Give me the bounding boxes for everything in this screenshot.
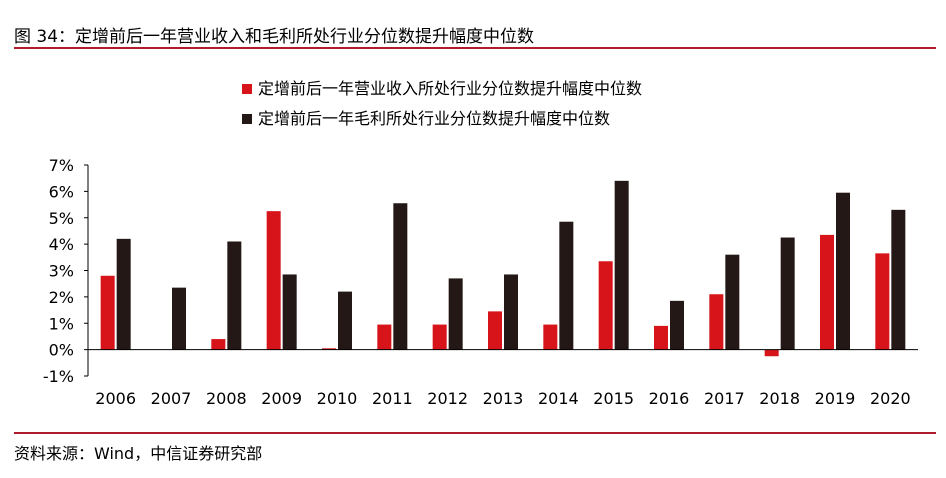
gross-profit-bar-2012 [448,278,463,350]
revenue-bar-2016 [654,325,668,350]
x-tick-label: 2006 [95,389,136,408]
y-tick-label: 6% [49,182,74,201]
gross-profit-bar-2007 [172,287,186,350]
figure-title: 图 34：定增前后一年营业收入和毛利所处行业分位数提升幅度中位数 [14,27,535,47]
gross-profit-bar-2016 [670,300,684,350]
x-tick-label: 2013 [483,389,524,408]
x-tick-label: 2008 [206,389,247,408]
revenue-bar-2006 [100,275,115,350]
bars [100,180,906,357]
revenue-bar-2008 [211,339,226,350]
legend-swatch [242,84,252,94]
y-tick-label: -1% [43,367,74,386]
gross-profit-bar-2006 [116,238,131,350]
x-tick-label: 2017 [704,389,745,408]
x-tick-label: 2019 [815,389,856,408]
revenue-bar-2012 [432,324,447,350]
revenue-bar-2014 [543,324,558,350]
y-axis: -1% 0% 1% 2% 3% 4% 5% 6% 7% [43,156,89,386]
x-tick-label: 2015 [593,389,634,408]
revenue-bar-2015 [598,261,613,350]
x-tick-label: 2020 [870,389,911,408]
bar-chart: 定增前后一年营业收入所处行业分位数提升幅度中位数定增前后一年毛利所处行业分位数提… [43,79,918,408]
y-tick-label: 3% [49,262,74,281]
revenue-bar-2013 [488,311,502,350]
x-tick-label: 2009 [261,389,302,408]
legend-swatch [242,114,252,124]
y-tick-label: 2% [49,288,74,307]
title-rule [14,47,936,49]
y-tick-label: 0% [49,341,74,360]
revenue-bar-2009 [266,211,281,350]
x-axis: 2006 2007 2008 2009 2010 2011 2012 2013 2014 2015… [88,349,918,408]
source-rule [14,432,936,434]
gross-profit-bar-2008 [227,241,242,350]
gross-profit-bar-2014 [559,221,574,350]
x-tick-label: 2018 [759,389,800,408]
revenue-bar-2011 [377,324,392,350]
gross-profit-bar-2018 [780,237,795,350]
revenue-bar-2010 [322,348,336,350]
legend-label: 定增前后一年营业收入所处行业分位数提升幅度中位数 [258,79,642,98]
gross-profit-bar-2017 [725,254,740,350]
gross-profit-bar-2011 [393,203,408,350]
y-tick-label: 4% [49,235,74,254]
x-tick-label: 2011 [372,389,413,408]
revenue-bar-2019 [820,234,834,350]
revenue-bar-2017 [709,294,724,350]
gross-profit-bar-2019 [836,192,850,350]
source-note: 资料来源：Wind，中信证券研究部 [14,444,263,463]
chart-legend: 定增前后一年营业收入所处行业分位数提升幅度中位数定增前后一年毛利所处行业分位数提… [242,79,642,128]
x-tick-label: 2014 [538,389,579,408]
x-tick-label: 2010 [317,389,358,408]
legend-label: 定增前后一年毛利所处行业分位数提升幅度中位数 [258,109,610,128]
y-tick-label: 7% [49,156,74,175]
y-tick-label: 1% [49,314,74,333]
x-tick-label: 2016 [649,389,690,408]
gross-profit-bar-2010 [338,291,352,350]
gross-profit-bar-2015 [614,180,629,350]
x-tick-label: 2012 [427,389,468,408]
gross-profit-bar-2009 [282,274,297,350]
gross-profit-bar-2020 [891,209,906,350]
y-tick-label: 5% [49,209,74,228]
revenue-bar-2018 [764,349,779,357]
gross-profit-bar-2013 [504,274,518,350]
revenue-bar-2020 [875,253,890,350]
x-tick-label: 2007 [151,389,192,408]
